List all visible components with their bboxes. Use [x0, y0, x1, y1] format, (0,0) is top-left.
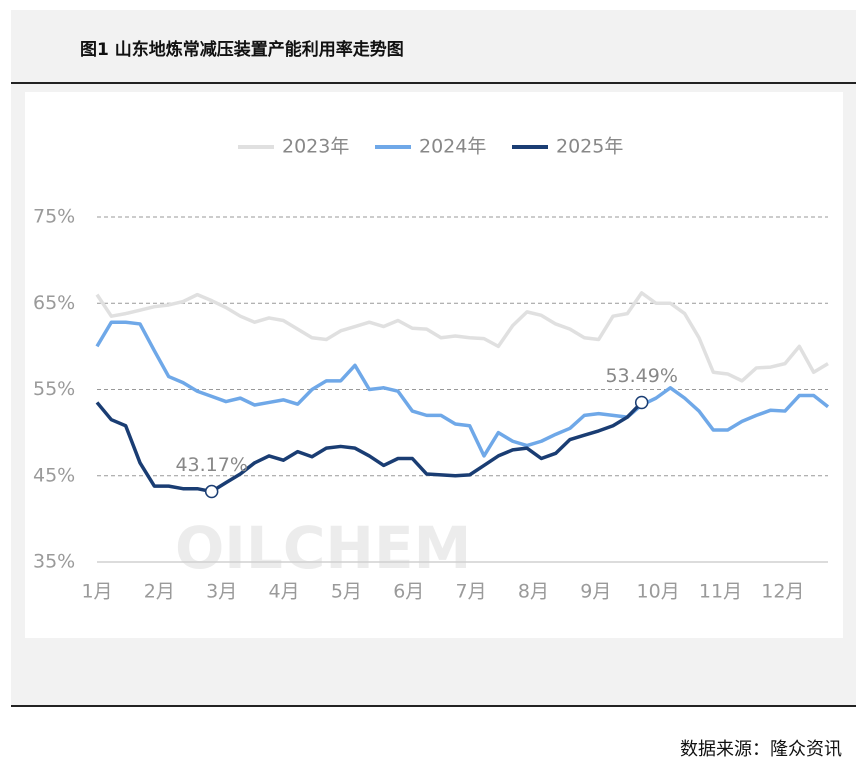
y-tick-label: 75%: [33, 206, 75, 228]
chart: OILCHEM 35% 45% 55% 65% 75% 1月 2月 3月 4月 5月 6月 7月 8月 9…: [25, 92, 843, 638]
data-label: 53.49%: [605, 365, 677, 387]
source: 数据来源：隆众资讯: [680, 739, 842, 760]
series-line: [95, 320, 830, 458]
legend-label: 2023年: [282, 136, 349, 158]
x-tick-label: 8月: [518, 581, 549, 603]
x-tick-label: 12月: [761, 581, 804, 603]
x-tick-label: 11月: [699, 581, 742, 603]
x-tick-label: 6月: [393, 581, 424, 603]
chart-title: 图1 山东地炼常减压装置产能利用率走势图: [80, 40, 404, 60]
series-line: [95, 291, 829, 383]
data-point: [204, 484, 219, 499]
y-tick-label: 65%: [33, 292, 75, 314]
legend-label: 2025年: [556, 136, 623, 158]
x-tick-label: 5月: [331, 581, 362, 603]
x-tick-label: 3月: [206, 581, 237, 603]
x-tick-label: 1月: [81, 581, 112, 603]
x-tick-label: 9月: [580, 581, 611, 603]
legend-label: 2024年: [419, 136, 486, 158]
x-tick-label: 7月: [456, 581, 487, 603]
y-tick-label: 55%: [33, 378, 75, 400]
title-rule: [11, 82, 856, 84]
watermark: OILCHEM: [175, 514, 471, 582]
y-tick-label: 35%: [33, 551, 75, 573]
data-point: [634, 395, 649, 410]
x-tick-label: 10月: [637, 581, 680, 603]
data-label: 43.17%: [175, 454, 247, 476]
y-tick-label: 45%: [33, 464, 75, 486]
x-tick-label: 4月: [269, 581, 300, 603]
x-tick-label: 2月: [144, 581, 175, 603]
series-line: [95, 401, 643, 494]
